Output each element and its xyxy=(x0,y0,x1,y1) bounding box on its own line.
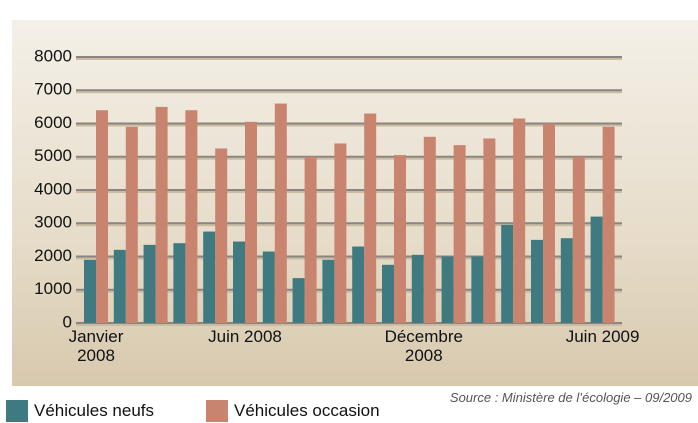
bar xyxy=(292,278,305,323)
bar xyxy=(531,239,543,323)
bar xyxy=(382,264,394,323)
legend-item: Véhicules neufs xyxy=(6,400,154,422)
bar xyxy=(96,110,108,323)
bar xyxy=(560,238,573,323)
bar xyxy=(572,156,585,323)
bar xyxy=(185,110,198,323)
bar xyxy=(602,126,615,323)
legend-swatch xyxy=(206,400,228,422)
bar xyxy=(215,148,228,323)
bar xyxy=(155,106,168,323)
bar xyxy=(233,241,245,323)
bar xyxy=(423,136,436,323)
bar xyxy=(173,243,186,323)
y-tick-label: 8000 xyxy=(34,46,72,65)
legend-label: Véhicules occasion xyxy=(234,401,380,420)
bar xyxy=(322,259,335,323)
bar xyxy=(262,251,275,323)
bar xyxy=(590,216,603,323)
bar xyxy=(274,103,287,323)
x-tick-label: Juin 2008 xyxy=(208,327,282,346)
bar xyxy=(245,121,257,324)
y-tick-label: 5000 xyxy=(34,146,72,165)
y-tick-label: 3000 xyxy=(34,213,72,232)
bar xyxy=(125,126,138,323)
bar xyxy=(394,155,406,323)
y-tick-label: 6000 xyxy=(34,113,72,132)
bar xyxy=(364,113,377,324)
bar xyxy=(113,249,126,323)
bar xyxy=(513,118,526,323)
x-tick-label: Décembre 2008 xyxy=(384,327,463,365)
y-tick-label: 4000 xyxy=(34,179,72,198)
x-tick-label: Juin 2009 xyxy=(565,327,640,346)
y-tick-label: 1000 xyxy=(34,279,72,298)
bar xyxy=(143,244,156,323)
x-tick-label: Janvier 2008 xyxy=(68,327,124,365)
bar xyxy=(352,246,365,323)
bar xyxy=(441,256,454,323)
legend-item: Véhicules occasion xyxy=(206,400,380,422)
bar xyxy=(304,156,317,323)
source: Source : Ministère de l’écologie – 09/20… xyxy=(449,390,692,405)
y-tick-label: 7000 xyxy=(34,80,72,99)
bar xyxy=(203,231,216,323)
bar xyxy=(483,138,496,323)
bar xyxy=(501,224,514,323)
bar xyxy=(84,259,96,323)
legend-swatch xyxy=(6,400,28,422)
bar xyxy=(453,145,466,323)
y-tick-label: 0 xyxy=(63,312,72,331)
bar xyxy=(543,123,555,323)
legend-label: Véhicules neufs xyxy=(34,401,155,420)
bar xyxy=(471,256,484,323)
bar xyxy=(411,254,424,323)
y-tick-label: 2000 xyxy=(34,246,72,265)
bar xyxy=(334,143,347,323)
